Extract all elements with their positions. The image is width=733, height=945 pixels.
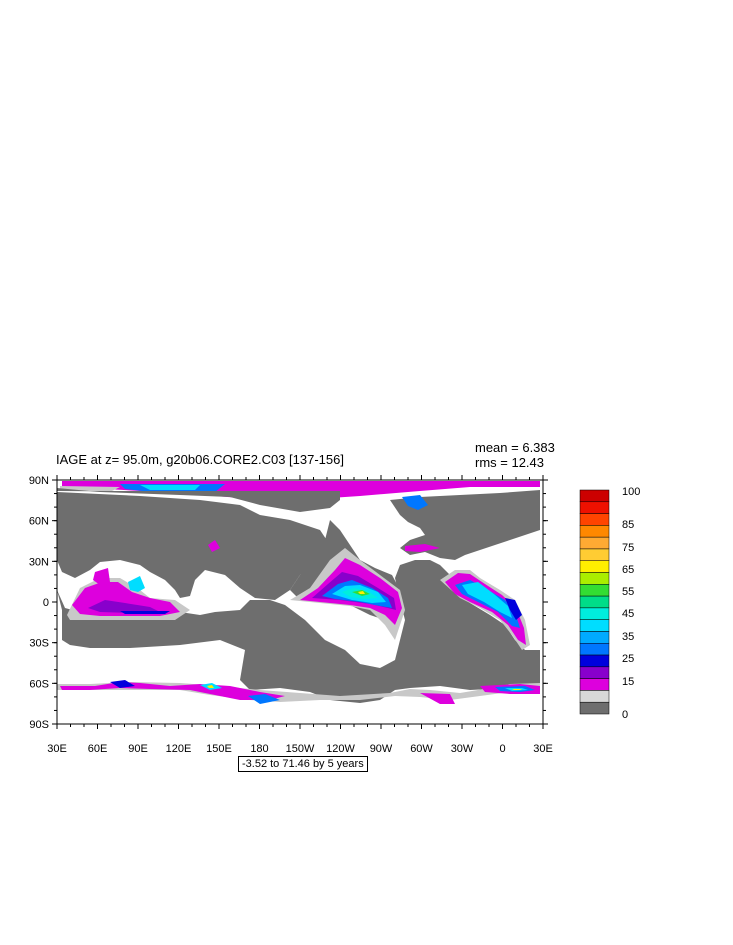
japan-sea-magenta [208,540,220,552]
lat-label: 60S [29,678,49,690]
atlantic-darkblue [505,598,522,620]
southern-ocean-yellow-ross [207,685,214,688]
lat-label: 60N [29,516,49,528]
land-eurasia-west [57,488,340,512]
lon-label: 120E [166,743,192,755]
plot-title: IAGE at z= 95.0m, g20b06.CORE2.C03 [137-… [56,452,344,467]
north-atlantic-blue [402,495,428,510]
map-field [57,480,543,724]
land-north-america [390,490,540,560]
colorbar-label: 15 [622,676,634,688]
colorbar-swatch [579,560,610,573]
pacific-east-yellow [358,591,365,594]
colorbar: 100 85 75 65 55 45 35 25 15 0 [579,486,640,721]
lat-label: 0 [43,597,49,609]
colorbar-label: 55 [622,586,634,598]
colorbar-label: 100 [622,486,640,498]
lon-label: 120W [326,743,355,755]
north-atlantic-magenta [405,544,440,552]
colorbar-swatch [579,690,610,703]
colorbar-label: 75 [622,542,634,554]
lon-label: 150E [206,743,232,755]
land-africa-west [57,560,540,703]
lon-label: 90W [370,743,393,755]
lon-label: 30E [533,743,553,755]
antarctic-peninsula-magenta [420,693,455,704]
lat-label: 90S [29,719,49,731]
colorbar-swatch [579,595,610,609]
indian-ocean-blue [120,611,170,614]
colorbar-swatch [579,654,610,668]
colorbar-swatch [579,631,610,644]
arabian-sea-magenta [93,568,110,585]
colorbar-swatch [579,536,610,550]
lat-label: 30S [29,638,49,650]
lon-label: 60W [410,743,433,755]
lon-label: 0 [499,743,505,755]
colorbar-swatch [579,548,610,561]
lon-label: 90E [128,743,148,755]
lon-ticks: 30E 60E 90E 120E 150E 180 150W 120W 90W 60W 30W 0 30… [47,475,553,755]
colorbar-swatch [579,525,610,538]
colorbar-swatch [579,619,610,632]
indian-ocean-purple [88,600,160,613]
colorbar-label: 35 [622,631,634,643]
colorbar-label: 25 [622,653,634,665]
bay-of-bengal-cyan [128,576,145,592]
land-asia [57,492,330,600]
weddell-yellow [512,689,522,690]
lon-label: 180 [250,743,268,755]
atlantic-cyan [462,582,512,618]
arctic-cyan [140,485,200,490]
colorbar-swatch [579,643,610,656]
contour-info-box: -3.52 to 71.46 by 5 years [238,756,368,772]
colorbar-swatch [579,607,610,620]
lon-label: 30E [47,743,67,755]
southern-ocean-blue-west [110,680,135,688]
colorbar-swatch [579,584,610,597]
colorbar-swatch [579,701,610,715]
lat-label: 90N [29,475,49,487]
colorbar-label: 45 [622,608,634,620]
colorbar-label: 85 [622,519,634,531]
lat-label: 30N [29,556,49,568]
lon-label: 30W [451,743,474,755]
rms-label: rms = 12.43 [475,455,545,470]
colorbar-swatch [579,513,610,526]
colorbar-swatch [579,666,610,679]
mean-label: mean = 6.383 [475,440,555,455]
southern-ocean-blue-ross [248,694,280,704]
lon-label: 60E [88,743,108,755]
southern-ocean-magenta [60,682,285,700]
colorbar-swatch [579,489,610,503]
colorbar-swatch [579,678,610,691]
lon-label: 150W [286,743,315,755]
colorbar-label: 0 [622,709,628,721]
colorbar-swatch [579,501,610,514]
colorbar-label: 65 [622,564,634,576]
colorbar-swatch [579,572,610,585]
